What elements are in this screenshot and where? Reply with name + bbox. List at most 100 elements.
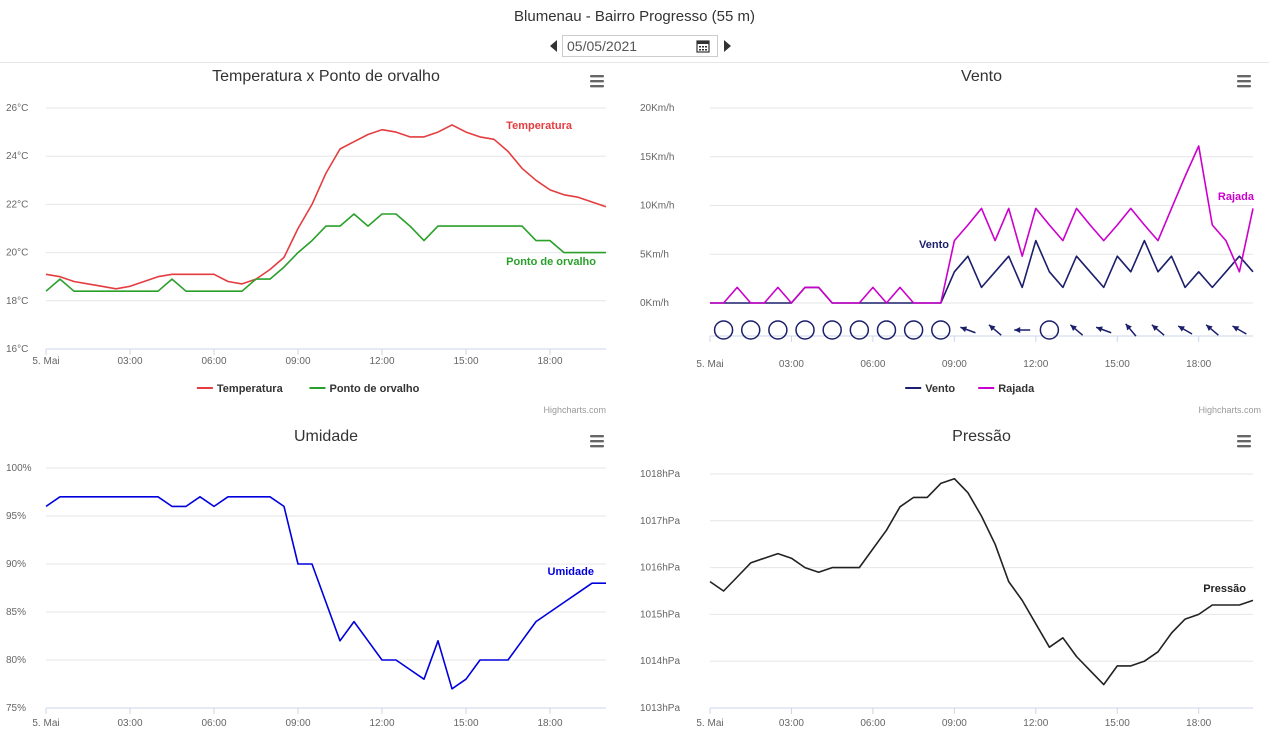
y-tick-label: 1016hPa: [640, 563, 680, 574]
legend-label: Temperatura: [217, 383, 284, 395]
legend-label: Vento: [925, 383, 955, 395]
wind-calm-icon: [740, 320, 761, 340]
x-tick-label: 06:00: [860, 359, 885, 370]
y-tick-label: 18°C: [6, 296, 28, 307]
series-label: Rajada: [1218, 191, 1255, 203]
y-tick-label: 1014hPa: [640, 656, 680, 667]
y-tick-label: 10Km/h: [640, 201, 674, 212]
series-line-1: [710, 145, 1254, 304]
x-tick-label: 03:00: [117, 718, 142, 729]
wind-calm-icon: [795, 320, 815, 340]
y-tick-label: 80%: [6, 655, 26, 666]
wind-arrow-icon: [1232, 325, 1247, 335]
x-tick-label: 15:00: [453, 356, 478, 367]
chart-title: Pressão: [952, 428, 1011, 445]
y-tick-label: 5Km/h: [640, 249, 669, 260]
humidity-chart: Umidade 75% 80% 85% 90% 95% 100% 5. Mai 03:00 06:…: [0, 422, 614, 737]
wind-calm-icon: [876, 320, 897, 340]
wind-calm-icon: [822, 320, 842, 340]
series-line-0: [710, 239, 1254, 304]
wind-arrow-icon: [1205, 324, 1219, 336]
x-tick-label: 09:00: [285, 356, 310, 367]
series-line-0: [709, 477, 1254, 686]
y-tick-label: 1013hPa: [640, 703, 680, 714]
wind-arrow-icon: [988, 324, 1002, 336]
y-tick-label: 0Km/h: [640, 298, 669, 309]
series-label: Vento: [919, 239, 949, 251]
x-tick-label: 5. Mai: [696, 718, 723, 729]
series-label: Pressão: [1203, 583, 1246, 595]
series-label: Temperatura: [506, 120, 573, 132]
date-picker[interactable]: [562, 35, 718, 57]
x-tick-label: 06:00: [201, 356, 226, 367]
wind-calm-icon: [768, 320, 788, 340]
y-tick-label: 95%: [6, 511, 26, 522]
series-line-0: [45, 124, 607, 290]
wind-calm-icon: [931, 320, 951, 340]
x-tick-label: 12:00: [369, 718, 394, 729]
x-tick-label: 18:00: [1186, 359, 1211, 370]
y-tick-label: 22°C: [6, 199, 28, 210]
pressure-chart: Pressão 1013hPa 1014hPa 1015hPa 1016hPa 1017h…: [634, 422, 1269, 737]
chart-menu-icon[interactable]: [587, 72, 607, 88]
chart-credit[interactable]: Highcharts.com: [1198, 405, 1261, 415]
wind-arrow-icon: [1014, 327, 1031, 333]
x-tick-label: 09:00: [285, 718, 310, 729]
x-tick-label: 18:00: [537, 718, 562, 729]
legend-label: Ponto de orvalho: [330, 383, 420, 395]
wind-calm-icon: [903, 320, 924, 340]
y-tick-label: 1018hPa: [640, 469, 680, 480]
wind-arrow-icon: [960, 326, 976, 334]
y-tick-label: 16°C: [6, 344, 28, 355]
wind-chart: Vento 0Km/h 5Km/h 10Km/h 15Km/h 20Km/h 5. Mai 0…: [634, 62, 1269, 422]
wind-arrow-icon: [1151, 324, 1165, 336]
wind-arrow-icon: [1177, 325, 1193, 335]
legend-item[interactable]: Vento: [905, 383, 955, 395]
prev-day-button[interactable]: [547, 38, 559, 54]
wind-calm-icon: [1039, 320, 1060, 340]
legend-item[interactable]: Ponto de orvalho: [309, 383, 420, 395]
legend-label: Rajada: [998, 383, 1035, 395]
series-line-1: [45, 213, 606, 292]
x-tick-label: 12:00: [369, 356, 394, 367]
x-tick-label: 03:00: [779, 359, 804, 370]
x-tick-label: 18:00: [537, 356, 562, 367]
page-header: Blumenau - Bairro Progresso (55 m): [0, 0, 1269, 63]
y-tick-label: 100%: [6, 463, 32, 474]
chart-menu-icon[interactable]: [587, 432, 607, 448]
x-tick-label: 06:00: [201, 718, 226, 729]
x-tick-label: 15:00: [1105, 359, 1130, 370]
wind-arrow-icon: [1095, 326, 1112, 334]
y-tick-label: 24°C: [6, 151, 28, 162]
x-tick-label: 09:00: [942, 359, 967, 370]
x-tick-label: 15:00: [1105, 718, 1130, 729]
wind-calm-icon: [849, 320, 870, 340]
chart-credit[interactable]: Highcharts.com: [543, 405, 606, 415]
y-tick-label: 90%: [6, 559, 26, 570]
chart-title: Umidade: [294, 428, 358, 445]
y-tick-label: 1015hPa: [640, 609, 680, 620]
station-title: Blumenau - Bairro Progresso (55 m): [514, 8, 755, 25]
series-label: Umidade: [548, 566, 594, 578]
x-tick-label: 18:00: [1186, 718, 1211, 729]
series-label: Ponto de orvalho: [506, 256, 596, 268]
next-day-button[interactable]: [722, 38, 734, 54]
chart-menu-icon[interactable]: [1234, 432, 1254, 448]
x-tick-label: 5. Mai: [32, 356, 59, 367]
x-tick-label: 09:00: [942, 718, 967, 729]
temperature-chart: Temperatura x Ponto de orvalho 16°C 18°C 20…: [0, 62, 614, 422]
wind-arrow-icon: [1125, 323, 1137, 337]
y-tick-label: 20°C: [6, 248, 28, 259]
wind-calm-icon: [713, 320, 734, 340]
x-tick-label: 06:00: [860, 718, 885, 729]
date-input[interactable]: [567, 37, 687, 55]
wind-arrow-icon: [1069, 324, 1084, 336]
y-tick-label: 26°C: [6, 103, 28, 114]
x-tick-label: 5. Mai: [696, 359, 723, 370]
y-tick-label: 1017hPa: [640, 516, 680, 527]
x-tick-label: 03:00: [117, 356, 142, 367]
calendar-icon[interactable]: [696, 39, 710, 53]
chart-menu-icon[interactable]: [1234, 72, 1254, 88]
legend-item[interactable]: Rajada: [978, 383, 1035, 395]
legend-item[interactable]: Temperatura: [196, 383, 284, 395]
